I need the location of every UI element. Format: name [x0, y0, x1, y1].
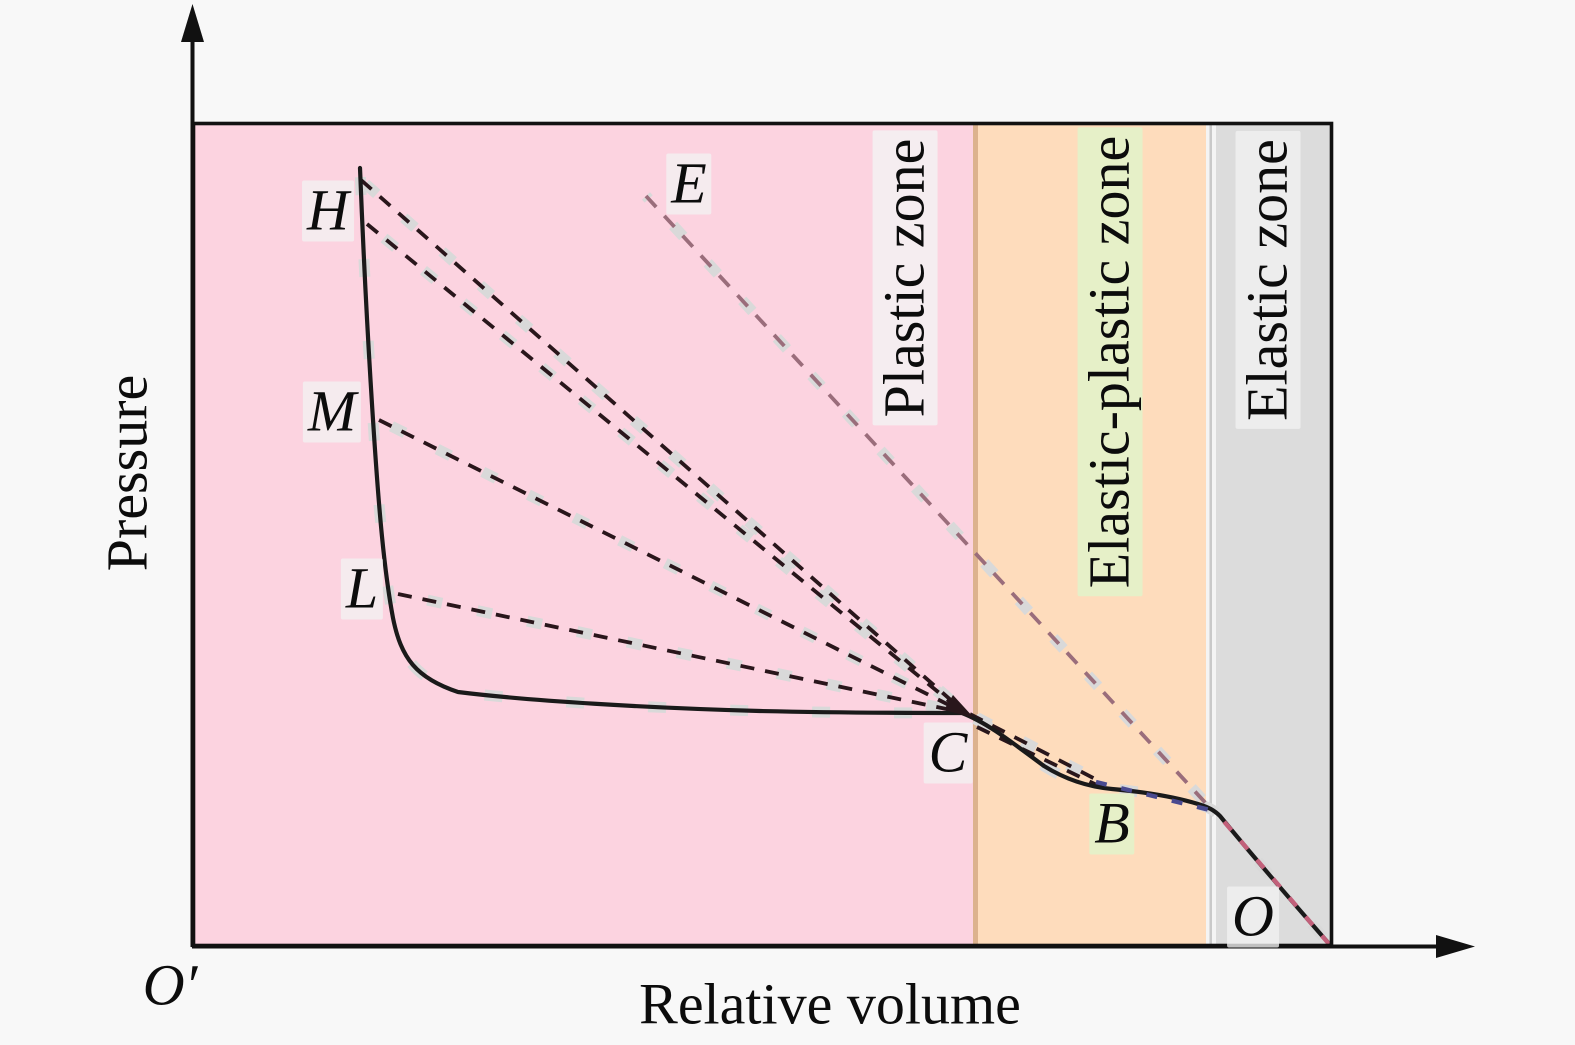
release-chord-m-c — [378, 418, 956, 710]
y-axis-label: Pressure — [94, 374, 160, 572]
point-label-m: M — [302, 381, 362, 443]
point-label-e: E — [666, 153, 712, 215]
blue-dash-overlay-b — [1095, 779, 1215, 814]
x-axis-arrow-icon — [1436, 935, 1475, 958]
plastic-zone-area — [195, 125, 974, 946]
loading-curve — [357, 165, 1334, 949]
release-arrowhead-c — [944, 695, 974, 718]
origin-label: O′ — [142, 952, 198, 1018]
point-label-c: C — [923, 722, 973, 784]
zone-label-elastic: Elastic zone — [1235, 131, 1301, 429]
point-label-l: L — [340, 558, 384, 620]
release-chords — [359, 178, 1106, 791]
zone-label-plastic: Plastic zone — [872, 130, 938, 426]
y-axis-arrow-icon — [181, 4, 204, 42]
release-chord-h-c — [365, 222, 956, 707]
point-label-b: B — [1089, 793, 1135, 855]
elastic-extension-line-e — [644, 194, 1215, 813]
point-label-h: H — [302, 180, 354, 242]
plastic-elastic-plastic-boundary — [973, 125, 978, 946]
rose-dash-overlay-o — [1219, 816, 1331, 946]
x-axis-label: Relative volume — [639, 971, 1021, 1037]
elastic-plastic-elastic-boundary-line — [1209, 125, 1212, 946]
release-chord-apex-c — [359, 178, 955, 704]
release-chord-l-c — [397, 592, 957, 713]
zone-label-elastic-plastic: Elastic-plastic zone — [1077, 127, 1143, 597]
point-label-o: O — [1227, 886, 1279, 948]
